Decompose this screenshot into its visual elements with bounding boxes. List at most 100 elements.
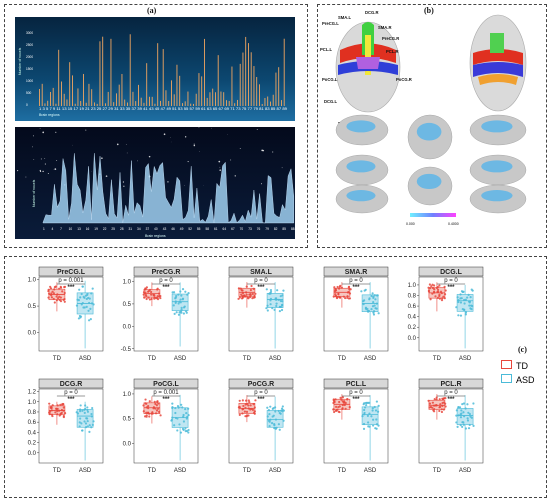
significance-stars: ***	[447, 285, 455, 291]
star	[272, 151, 274, 153]
asd-point	[372, 313, 376, 316]
asd-point	[457, 414, 460, 417]
asd-point	[367, 425, 370, 428]
histogram-bar	[259, 84, 260, 106]
histogram-bar	[212, 88, 214, 106]
asd-point	[180, 294, 183, 297]
bottom-area-xticks: 1 4 7 10 13 16 19 22 25 28 31 34 37 40 43 46 49 52 55 58 61 6…	[43, 227, 295, 231]
xtick-label: ASD	[269, 468, 282, 474]
td-point	[156, 297, 160, 301]
asd-point	[377, 404, 380, 407]
asd-point	[374, 427, 377, 430]
significance-stars: ***	[67, 397, 75, 403]
asd-point	[80, 303, 83, 306]
ytick-label: 1.0	[28, 400, 37, 406]
star	[137, 160, 138, 162]
asd-point	[363, 408, 366, 412]
asd-point	[175, 294, 178, 298]
ytick-label: 0.5	[123, 417, 132, 423]
asd-point	[466, 403, 469, 406]
xtick-label: TD	[53, 468, 62, 474]
asd-point	[88, 424, 91, 427]
asd-point	[176, 405, 180, 408]
xtick-label: ASD	[174, 468, 187, 474]
star	[148, 155, 151, 158]
asd-point	[280, 409, 283, 412]
asd-point	[281, 405, 284, 408]
asd-point	[463, 298, 466, 302]
ytick-label: 1.0	[123, 279, 132, 285]
asd-point	[182, 306, 186, 309]
td-point	[144, 398, 147, 401]
histogram-bar	[44, 103, 46, 106]
td-point	[242, 407, 245, 411]
asd-point	[464, 407, 467, 410]
asd-point	[372, 418, 375, 421]
asd-point	[174, 406, 177, 410]
td-point	[242, 404, 245, 408]
histogram-bar	[77, 88, 79, 106]
xtick-label: TD	[243, 468, 252, 474]
brain-surface-activation	[481, 190, 513, 202]
td-point	[334, 293, 337, 296]
region-label: DCG.L	[324, 99, 337, 104]
colorbar-min: 0.000	[406, 222, 415, 226]
histogram-bar	[116, 93, 117, 106]
asd-point	[373, 294, 376, 297]
panel-c-label: (c)	[518, 345, 527, 354]
td-point	[155, 409, 159, 412]
star	[193, 143, 195, 145]
td-point	[432, 404, 436, 407]
asd-point	[278, 310, 281, 313]
asd-point	[89, 318, 92, 321]
xtick-label: ASD	[459, 468, 472, 474]
histogram-bar	[149, 96, 150, 106]
xtick-label: TD	[338, 468, 347, 474]
td-point	[50, 409, 53, 412]
asd-point	[461, 425, 464, 428]
histogram-bar	[124, 99, 126, 106]
significance-stars: ***	[162, 397, 170, 403]
boxplot-title-strip	[38, 378, 104, 389]
region-label: PCL.R	[386, 49, 399, 54]
td-point	[244, 399, 248, 402]
p-value: p = 0	[444, 278, 458, 284]
td-point	[159, 296, 162, 300]
asd-point	[90, 302, 94, 305]
histogram-bar	[151, 96, 153, 106]
histogram-bar	[105, 103, 106, 106]
ytick-label: 0.5	[28, 304, 37, 310]
ytick-label: 0.0	[28, 451, 37, 457]
asd-point	[467, 411, 470, 414]
asd-point	[182, 428, 185, 431]
td-point	[427, 286, 430, 289]
histogram-bar	[52, 87, 54, 106]
brain-top-right-regions-red	[473, 49, 523, 65]
td-point	[346, 295, 349, 298]
asd-point	[462, 402, 466, 405]
asd-point	[86, 419, 89, 423]
histogram-bar	[138, 84, 139, 106]
ytick-label: 1.0	[123, 392, 132, 398]
td-point	[150, 297, 153, 301]
td-point	[246, 296, 249, 299]
td-point	[52, 297, 55, 301]
asd-point	[363, 413, 366, 416]
td-point	[58, 298, 61, 302]
td-point	[49, 285, 52, 288]
star	[184, 136, 187, 138]
colorbar-max: 0.4000	[448, 222, 459, 226]
histogram-bar	[102, 36, 104, 106]
asd-point	[185, 411, 188, 415]
td-point	[343, 403, 346, 407]
significance-stars: ***	[447, 397, 455, 403]
td-point	[347, 297, 351, 300]
asd-point	[377, 424, 380, 427]
asd-point	[86, 410, 90, 413]
asd-point	[179, 301, 182, 304]
bottom-area-ylabel: Number of voxels	[32, 180, 36, 207]
asd-point	[459, 293, 462, 296]
td-point	[332, 295, 335, 298]
histogram-bar	[85, 102, 87, 106]
histogram-bar	[182, 103, 183, 106]
